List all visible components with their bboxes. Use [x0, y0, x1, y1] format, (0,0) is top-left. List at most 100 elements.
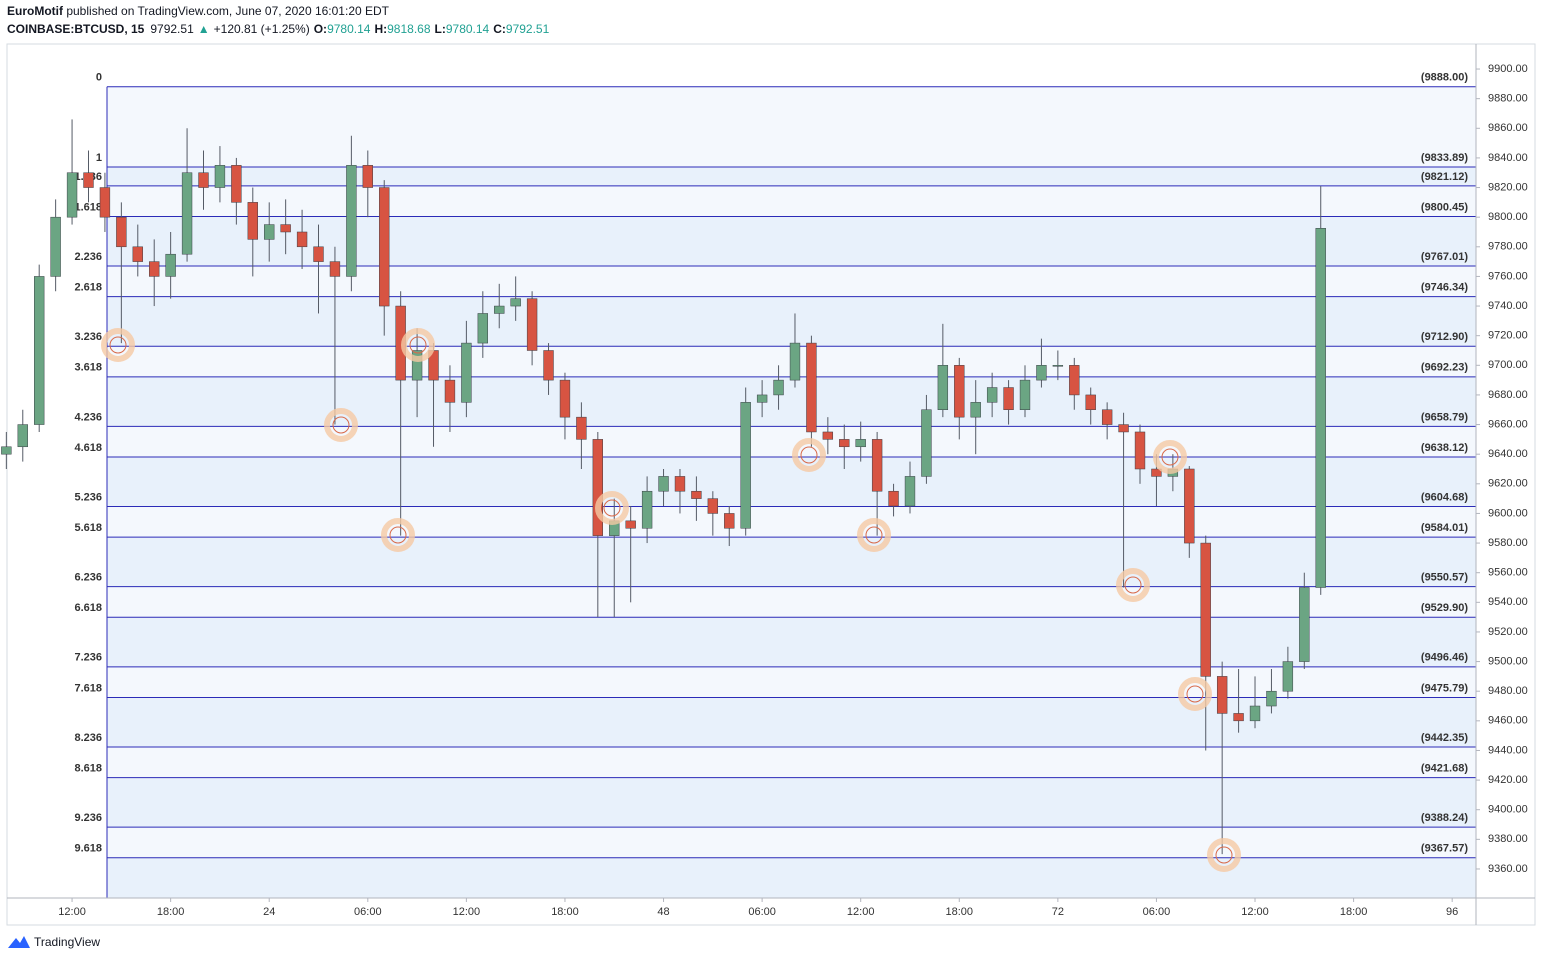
- x-tick-label: 18:00: [946, 906, 974, 918]
- y-tick-label: 9780.00: [1488, 241, 1528, 253]
- author: EuroMotif: [7, 4, 64, 18]
- y-tick-label: 9740.00: [1488, 300, 1528, 312]
- fib-price-label: (9442.35): [1421, 732, 1468, 744]
- candle-body: [1036, 365, 1047, 381]
- candle-body: [921, 409, 932, 477]
- fib-price-label: (9888.00): [1421, 72, 1468, 84]
- change-arrow: ▲: [198, 22, 210, 36]
- fib-level-label: 2.236: [74, 251, 102, 263]
- candle-body: [149, 261, 160, 277]
- candle-body: [1299, 587, 1310, 662]
- candle-body: [773, 379, 784, 396]
- candle-body: [822, 431, 834, 440]
- fib-price-label: (9800.45): [1421, 201, 1468, 213]
- logo: TradingView: [8, 935, 100, 949]
- fib-price-label: (9388.24): [1421, 812, 1468, 824]
- candle-body: [871, 439, 883, 492]
- fib-band: [107, 166, 1476, 186]
- candle-body: [1, 446, 12, 455]
- y-tick-label: 9860.00: [1488, 122, 1528, 134]
- candle-body: [362, 165, 373, 188]
- candle-body: [1085, 394, 1096, 410]
- x-tick-label: 18:00: [1340, 906, 1368, 918]
- candle-body: [888, 490, 899, 507]
- y-tick-label: 9700.00: [1488, 359, 1528, 371]
- candle-body: [625, 520, 636, 529]
- fib-level-label: 9.618: [74, 843, 102, 855]
- candle-body: [99, 187, 111, 218]
- candle-body: [839, 439, 850, 448]
- open-value: 9780.14: [327, 22, 371, 36]
- fib-level-label: 9.236: [74, 812, 102, 824]
- candle-body: [1200, 542, 1211, 677]
- fib-band: [107, 456, 1476, 507]
- candle-body: [116, 216, 127, 248]
- x-tick-label: 24: [263, 906, 275, 918]
- candle-body: [986, 387, 998, 403]
- candle-body: [576, 416, 587, 440]
- fib-price-label: (9692.23): [1421, 362, 1468, 374]
- x-tick-label: 48: [657, 906, 669, 918]
- y-tick-label: 9660.00: [1488, 418, 1528, 430]
- fib-band: [107, 296, 1476, 347]
- candle-body: [296, 231, 308, 248]
- candle-body: [1249, 705, 1261, 722]
- y-tick-label: 9840.00: [1488, 152, 1528, 164]
- fib-level-label: 8.236: [74, 732, 102, 744]
- fib-price-label: (9421.68): [1421, 763, 1468, 775]
- fib-band: [107, 216, 1476, 267]
- y-tick-label: 9580.00: [1488, 537, 1528, 549]
- ring-outer: [101, 328, 1241, 872]
- y-tick-label: 9640.00: [1488, 448, 1528, 460]
- candle-body: [691, 490, 702, 499]
- fib-level-label: 3.618: [74, 362, 102, 374]
- x-tick-label: 06:00: [354, 906, 382, 918]
- x-tick-label: 72: [1052, 906, 1064, 918]
- y-tick-label: 9380.00: [1488, 833, 1528, 845]
- y-tick-label: 9440.00: [1488, 744, 1528, 756]
- candle-body: [181, 172, 193, 255]
- y-tick-label: 9680.00: [1488, 389, 1528, 401]
- y-tick-label: 9620.00: [1488, 478, 1528, 490]
- fib-level-label: 6.618: [74, 602, 102, 614]
- candle-body: [444, 379, 456, 403]
- y-tick-label: 9820.00: [1488, 181, 1528, 193]
- candle-body: [313, 246, 324, 262]
- candle-body: [50, 216, 61, 277]
- fib-level-label: 0: [96, 72, 102, 84]
- x-tick-label: 18:00: [551, 906, 579, 918]
- x-tick-label: 18:00: [157, 906, 185, 918]
- ring-inner: [109, 336, 1233, 864]
- candle-body: [1052, 365, 1064, 367]
- fib-price-label: (9496.46): [1421, 652, 1468, 664]
- x-tick-label: 96: [1446, 906, 1458, 918]
- candle-body: [247, 202, 258, 240]
- candle-body: [855, 439, 866, 448]
- candle-body: [214, 165, 226, 188]
- y-tick-label: 9540.00: [1488, 596, 1528, 608]
- candle-body: [707, 498, 719, 514]
- x-tick-label: 06:00: [748, 906, 776, 918]
- fib-band: [107, 777, 1476, 828]
- low-value: 9780.14: [446, 22, 490, 36]
- x-tick-label: 06:00: [1143, 906, 1171, 918]
- candle-body: [165, 253, 176, 277]
- x-tick-label: 12:00: [58, 906, 86, 918]
- candle-body: [66, 172, 78, 218]
- fib-level-label: 4.236: [74, 411, 102, 423]
- candle-body: [1233, 713, 1244, 722]
- fib-level-label: 8.618: [74, 763, 102, 775]
- candle-body: [954, 365, 965, 418]
- y-tick-label: 9480.00: [1488, 685, 1528, 697]
- candle-body: [477, 313, 488, 344]
- fib-price-label: (9638.12): [1421, 442, 1468, 454]
- fib-band: [107, 537, 1476, 587]
- x-tick-label: 12:00: [453, 906, 481, 918]
- open-label: O:: [314, 22, 327, 36]
- fib-price-label: (9529.90): [1421, 602, 1468, 614]
- candle-body: [1019, 379, 1031, 410]
- candle-body: [937, 365, 949, 410]
- y-tick-label: 9720.00: [1488, 330, 1528, 342]
- candle-body: [461, 342, 472, 403]
- high-label: H:: [374, 22, 387, 36]
